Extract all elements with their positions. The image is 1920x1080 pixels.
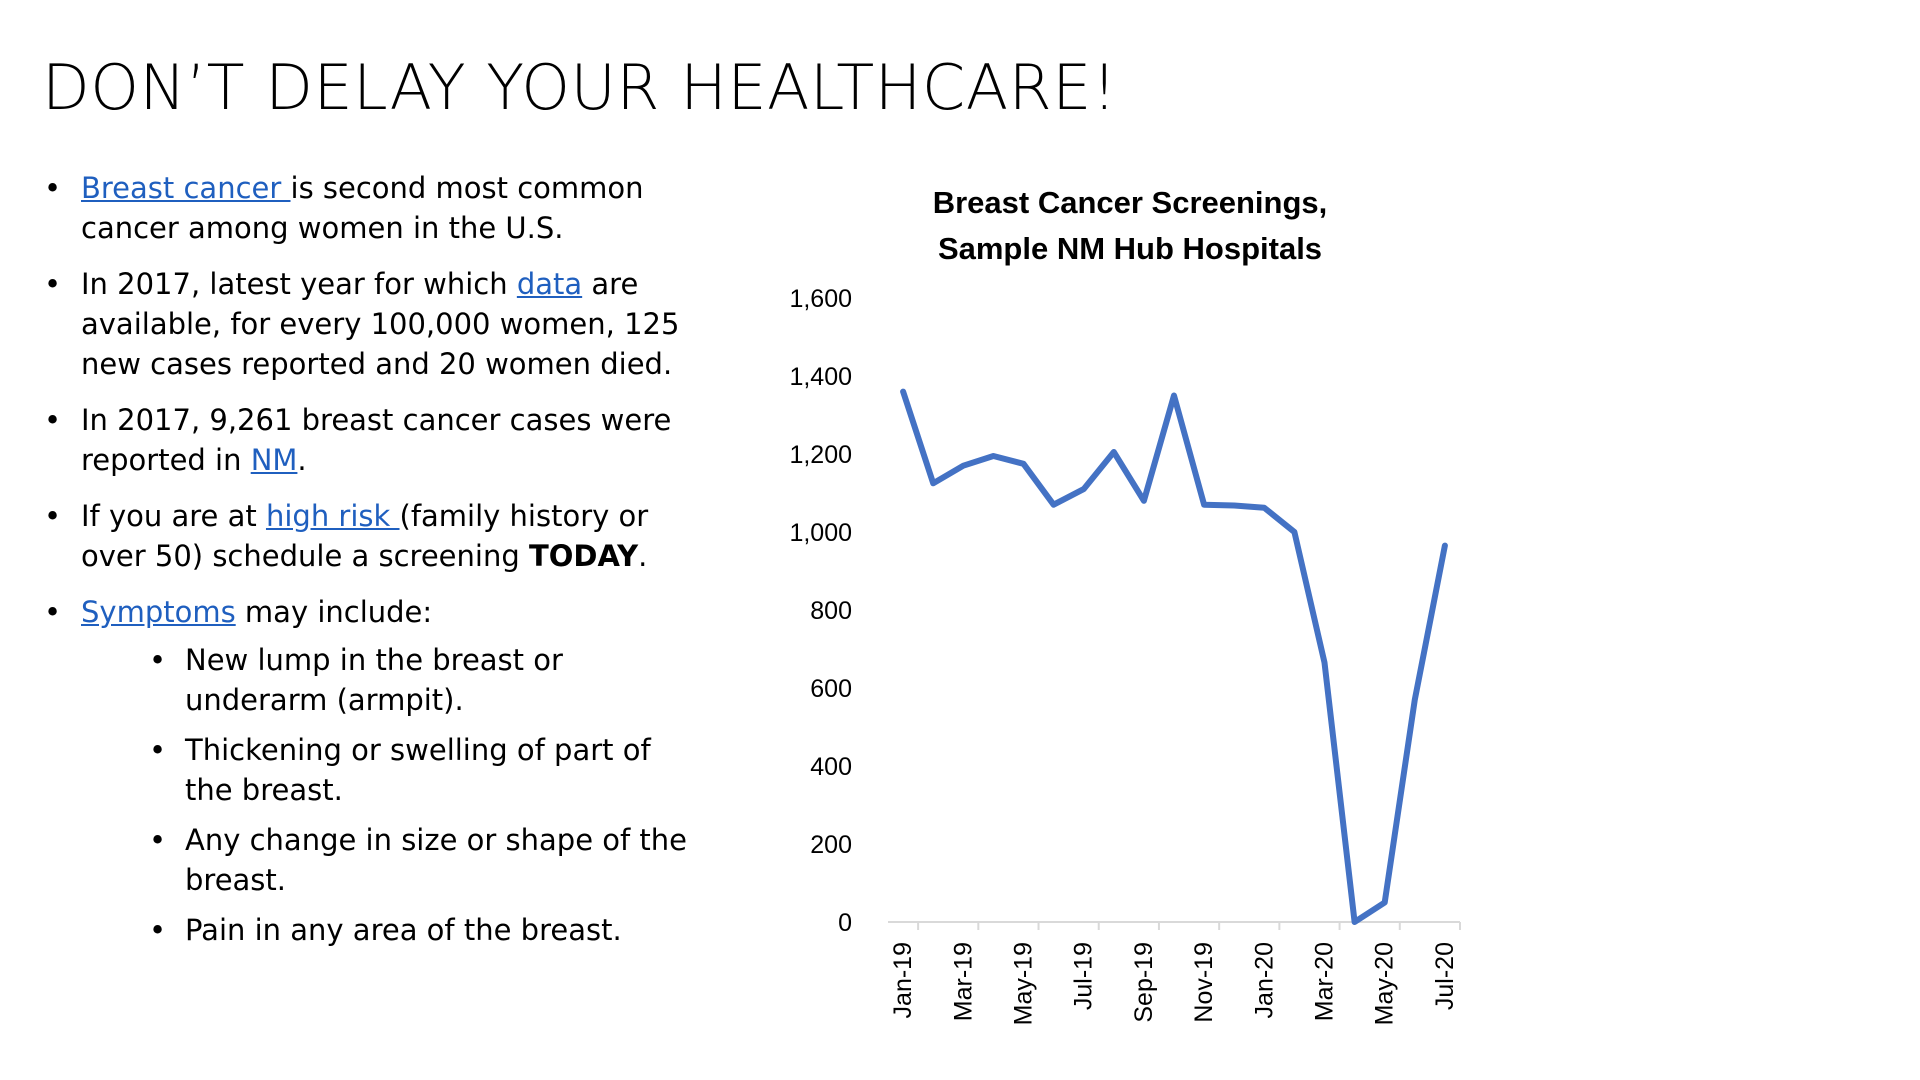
x-tick-label: Jul-20 (1431, 942, 1459, 1010)
symptom-list: New lump in the breast or underarm (armp… (81, 640, 704, 950)
x-tick-label: Jan-19 (889, 942, 917, 1018)
series-line (900, 388, 1448, 925)
bullet-list: Breast cancer is second most common canc… (44, 168, 704, 966)
y-tick-label: 1,400 (789, 363, 852, 391)
bullet-text: If you are at (81, 499, 266, 533)
nm-link[interactable]: NM (250, 443, 298, 477)
symptom-item: Any change in size or shape of the breas… (81, 820, 704, 900)
screenings-chart: Breast Cancer Screenings, Sample NM Hub … (760, 170, 1500, 1050)
x-tick-label: Nov-19 (1190, 942, 1218, 1023)
symptom-item: Pain in any area of the breast. (81, 910, 704, 950)
bullet-symptoms: Symptoms may include: New lump in the br… (44, 592, 704, 950)
x-tick-label: Jan-20 (1250, 942, 1278, 1018)
y-tick-label: 400 (810, 753, 852, 781)
x-tick-label: Jul-19 (1070, 942, 1098, 1010)
bullet-text: In 2017, latest year for which (81, 267, 517, 301)
bullet-text: may include: (235, 595, 433, 629)
x-tick-label: Sep-19 (1130, 942, 1158, 1023)
bullet-text: are available, for every 100,000 women, … (81, 267, 680, 381)
high-risk-link[interactable]: high risk (265, 499, 400, 533)
bullet-2017-data: In 2017, latest year for which data are … (44, 264, 704, 384)
y-tick-label: 800 (810, 597, 852, 625)
y-tick-label: 1,000 (789, 519, 852, 547)
y-tick-label: 1,200 (789, 441, 852, 469)
y-tick-label: 600 (810, 675, 852, 703)
data-link[interactable]: data (516, 267, 583, 301)
x-tick-label: Mar-19 (949, 942, 977, 1021)
chart-title-line-2: Sample NM Hub Hospitals (937, 231, 1323, 266)
chart-title: Breast Cancer Screenings, Sample NM Hub … (760, 180, 1500, 272)
x-tick-label: May-20 (1371, 942, 1399, 1025)
line-chart: 0 200 400 600 800 1,000 1,200 1,400 1,600 Jan-19 M… (789, 285, 1461, 1025)
breast-cancer-link[interactable]: Breast cancer (81, 171, 291, 205)
today-emphasis: TODAY (528, 539, 639, 573)
y-tick-label: 0 (838, 909, 852, 937)
x-tick-label: May-19 (1009, 942, 1037, 1025)
bullet-breast-cancer: Breast cancer is second most common canc… (44, 168, 704, 248)
bullet-text: . (638, 539, 648, 573)
bullet-text: In 2017, 9,261 breast cancer cases were … (81, 403, 672, 477)
y-tick-label: 1,600 (789, 285, 852, 313)
symptoms-link[interactable]: Symptoms (81, 595, 236, 629)
y-tick-label: 200 (810, 831, 852, 859)
bullet-text: (family history or over 50) schedule a s… (81, 499, 649, 573)
bullet-nm-cases: In 2017, 9,261 breast cancer cases were … (44, 400, 704, 480)
symptom-item: Thickening or swelling of part of the br… (81, 730, 704, 810)
bullet-high-risk: If you are at high risk (family history … (44, 496, 704, 576)
slide-title: DON’T DELAY YOUR HEALTHCARE! (42, 51, 1118, 124)
symptom-item: New lump in the breast or underarm (armp… (81, 640, 704, 720)
bullet-text: is second most common cancer among women… (81, 171, 644, 245)
chart-title-line-1: Breast Cancer Screenings, (932, 185, 1328, 220)
bullet-text: . (297, 443, 307, 477)
x-tick-label: Mar-20 (1311, 942, 1339, 1021)
